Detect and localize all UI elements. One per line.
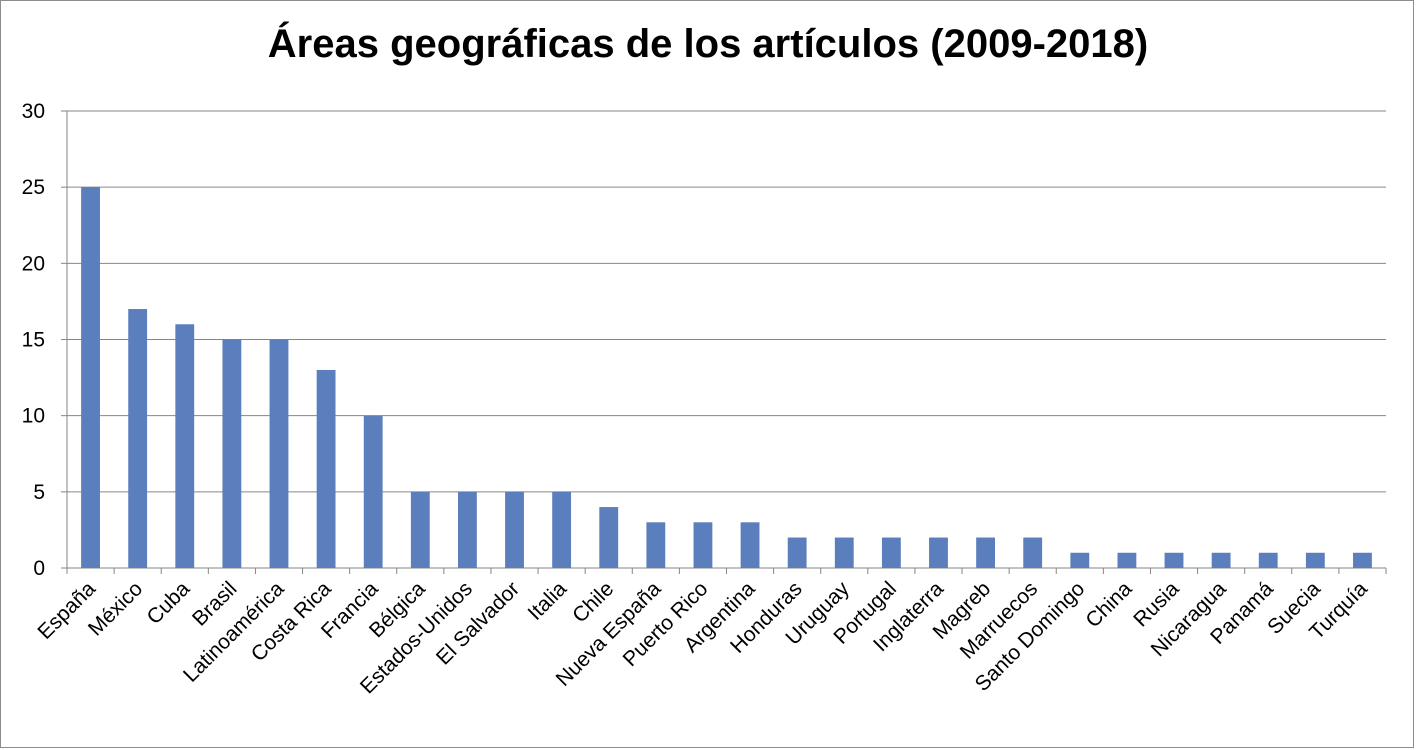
- y-tick-label: 0: [33, 557, 45, 580]
- bar: [599, 507, 619, 568]
- x-tick-labels: EspañaMéxicoCubaBrasilLatinoaméricaCosta…: [33, 577, 1372, 698]
- x-tick-label: España: [33, 577, 100, 644]
- bar: [929, 537, 948, 568]
- bar: [505, 491, 524, 568]
- bar: [222, 339, 242, 568]
- bar: [552, 491, 572, 568]
- bar: [1023, 537, 1043, 568]
- bar: [1070, 552, 1090, 568]
- bar: [693, 522, 713, 568]
- bar: [1164, 552, 1184, 568]
- bar: [1211, 552, 1231, 568]
- bars: [81, 187, 1372, 568]
- y-tick-labels: 0 5 10 15 20 25 30: [22, 100, 45, 580]
- x-tick-label: Italia: [524, 577, 572, 625]
- chart-title: Áreas geográficas de los artículos (2009…: [267, 22, 1149, 66]
- y-tick-label: 15: [22, 329, 45, 352]
- bar: [363, 415, 383, 568]
- bar: [740, 522, 760, 568]
- x-tick-label: Cuba: [143, 577, 195, 629]
- y-tick-label: 30: [22, 100, 45, 123]
- y-tick-label: 25: [22, 176, 45, 199]
- bar: [1117, 552, 1137, 568]
- bar: [1258, 552, 1278, 568]
- y-tick-label: 20: [22, 252, 45, 275]
- bar: [646, 522, 666, 568]
- gridlines: [67, 110, 1386, 493]
- bar: [410, 491, 430, 568]
- bar: [834, 537, 854, 568]
- bar: [787, 537, 807, 568]
- bar: [269, 339, 289, 568]
- y-tick-label: 10: [22, 405, 45, 428]
- bar: [976, 537, 996, 568]
- bar: [128, 309, 148, 568]
- x-tick-label: China: [1081, 577, 1136, 632]
- bar: [881, 537, 901, 568]
- bar: [1305, 552, 1325, 568]
- bar: [457, 491, 477, 568]
- bar: [316, 369, 336, 568]
- axes: [61, 110, 1387, 574]
- x-tick-label: México: [84, 577, 147, 640]
- bar: [81, 187, 100, 568]
- bar: [1353, 552, 1372, 568]
- y-tick-label: 5: [33, 481, 45, 504]
- bar: [175, 324, 195, 568]
